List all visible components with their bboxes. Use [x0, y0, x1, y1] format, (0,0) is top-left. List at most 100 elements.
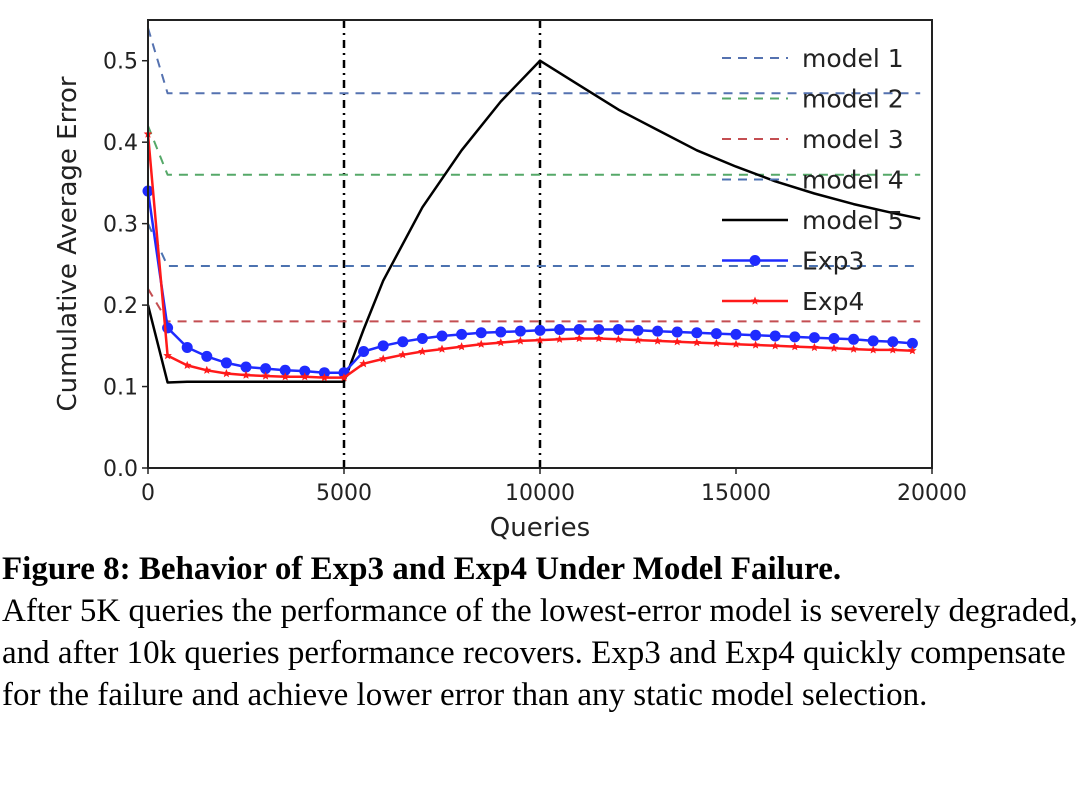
y-tick-label: 0.1 [103, 376, 138, 401]
data-point [534, 324, 546, 336]
data-point [495, 326, 507, 338]
x-tick-label: 20000 [897, 481, 967, 506]
data-point [535, 335, 545, 344]
data-point [633, 335, 643, 344]
data-point [220, 357, 232, 369]
y-axis-title: Cumulative Average Error [53, 76, 83, 411]
data-point [672, 337, 682, 346]
series-model-5 [146, 59, 921, 384]
chart: 0 5000 10000 15000 20000 0.0 0.1 0.2 0.3 0.4 0.5 Q… [53, 19, 967, 543]
y-tick-label: 0.4 [103, 131, 138, 156]
legend-label: model 4 [802, 166, 904, 195]
data-point [770, 341, 780, 350]
data-point [769, 330, 781, 342]
data-point [457, 342, 466, 351]
data-point [475, 327, 487, 339]
data-point [163, 351, 172, 360]
data-point [516, 336, 525, 345]
caption-title: Figure 8: Behavior of Exp3 and Exp4 Unde… [2, 551, 842, 587]
legend-label: model 2 [802, 85, 904, 114]
series-model-2 [147, 125, 921, 176]
data-point [320, 373, 329, 382]
legend-item-model-4: model 4 [722, 166, 904, 195]
data-point [867, 335, 879, 347]
data-point [691, 327, 703, 339]
data-point [222, 369, 231, 378]
data-point [476, 339, 486, 348]
x-tick-label: 0 [141, 481, 155, 506]
series-line-model-3 [147, 288, 921, 323]
series-line-exp4 [146, 133, 913, 379]
data-point [574, 334, 584, 343]
data-point [750, 329, 762, 341]
legend-item-model-1: model 1 [722, 44, 904, 73]
data-point [632, 324, 644, 336]
series-model-3 [147, 288, 921, 323]
data-point [279, 364, 291, 376]
data-point [436, 330, 448, 342]
caption-body: After 5K queries the performance of the … [2, 593, 1078, 713]
legend-marker [750, 296, 760, 305]
data-point [652, 325, 664, 337]
legend-item-model-2: model 2 [722, 85, 904, 114]
series-line-exp3 [146, 190, 913, 374]
data-point [182, 360, 192, 369]
legend-label: model 1 [802, 44, 904, 73]
legend: model 1 model 2 model 3 model 4 model 5 Exp3 E… [722, 44, 904, 316]
data-point [378, 354, 388, 363]
data-point [593, 324, 605, 336]
data-point [808, 332, 820, 344]
series-line-model-2 [147, 125, 921, 176]
legend-marker [749, 255, 761, 266]
data-point [300, 372, 310, 381]
data-point [358, 346, 370, 358]
data-point [612, 324, 624, 336]
data-point [339, 373, 349, 382]
data-point [555, 334, 564, 343]
series-exp4 [143, 129, 917, 382]
data-point [573, 324, 585, 336]
data-point [260, 363, 272, 375]
legend-label: model 3 [802, 125, 904, 154]
axis-ticks: 0 5000 10000 15000 20000 0.0 0.1 0.2 0.3 0.4 0.5 [103, 50, 967, 506]
data-point [514, 325, 526, 337]
vertical-marker-lines [342, 20, 542, 468]
data-point [261, 371, 270, 380]
legend-label: Exp3 [802, 247, 864, 276]
series-exp3 [142, 185, 918, 379]
data-point [751, 340, 760, 349]
data-point [614, 334, 623, 343]
data-point [416, 332, 428, 344]
x-tick-label: 10000 [505, 481, 575, 506]
legend-item-exp4: Exp4 [722, 287, 864, 316]
data-point [554, 324, 566, 336]
legend-label: Exp4 [802, 287, 864, 316]
x-tick-label: 5000 [316, 481, 372, 506]
data-point [789, 331, 801, 343]
y-tick-label: 0.3 [103, 213, 138, 238]
series-line-model-5 [146, 59, 921, 384]
data-point [790, 342, 800, 351]
data-point [653, 336, 662, 345]
data-point [906, 337, 918, 349]
data-point [397, 336, 409, 348]
data-point [240, 361, 252, 373]
data-point [908, 346, 917, 355]
data-point [437, 344, 447, 353]
legend-label: model 5 [802, 206, 904, 235]
data-point [496, 338, 506, 347]
data-point [828, 332, 840, 344]
data-point [398, 350, 408, 359]
data-point [456, 328, 468, 340]
data-point [671, 326, 683, 338]
data-point [202, 365, 212, 374]
y-tick-label: 0.5 [103, 50, 138, 75]
data-point [418, 347, 427, 356]
figure-caption: Figure 8: Behavior of Exp3 and Exp4 Unde… [2, 548, 1090, 716]
data-point [712, 338, 721, 347]
data-point [181, 341, 193, 353]
data-point [299, 365, 311, 377]
x-tick-label: 15000 [701, 481, 771, 506]
data-point [868, 345, 878, 354]
series-model-1 [147, 27, 921, 95]
